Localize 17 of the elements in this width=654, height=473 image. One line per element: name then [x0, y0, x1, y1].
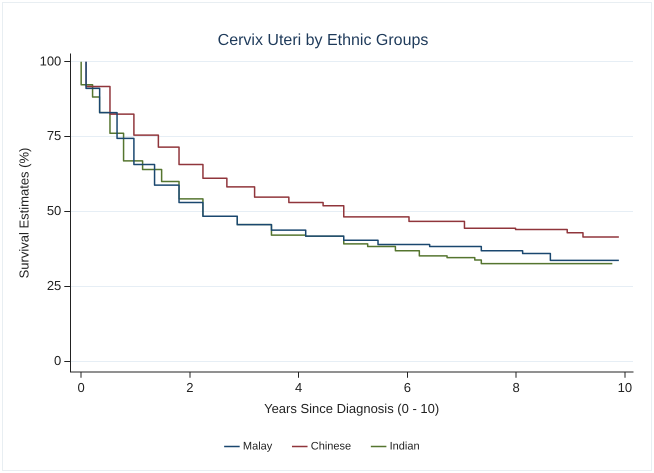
- x-axis-title: Years Since Diagnosis (0 - 10): [264, 400, 440, 416]
- x-tick-label: 10: [618, 380, 632, 396]
- x-tick-label: 2: [186, 380, 194, 396]
- y-tick-label: 0: [54, 352, 62, 368]
- y-tick-label: 100: [40, 53, 62, 68]
- legend-label: Chinese: [310, 440, 352, 453]
- y-tick-label: 75: [46, 128, 62, 144]
- x-tick-label: 0: [78, 380, 85, 396]
- x-tick-label: 6: [404, 380, 411, 396]
- y-tick-label: 25: [46, 278, 62, 293]
- legend-label: Malay: [242, 440, 273, 453]
- y-tick-label: 50: [46, 203, 62, 218]
- x-tick-label: 8: [512, 380, 520, 396]
- chart-title: Cervix Uteri by Ethnic Groups: [218, 32, 428, 50]
- legend-label: Indian: [390, 440, 420, 453]
- x-tick-label: 4: [295, 380, 302, 396]
- y-axis-title: Survival Estimates (%): [16, 148, 32, 278]
